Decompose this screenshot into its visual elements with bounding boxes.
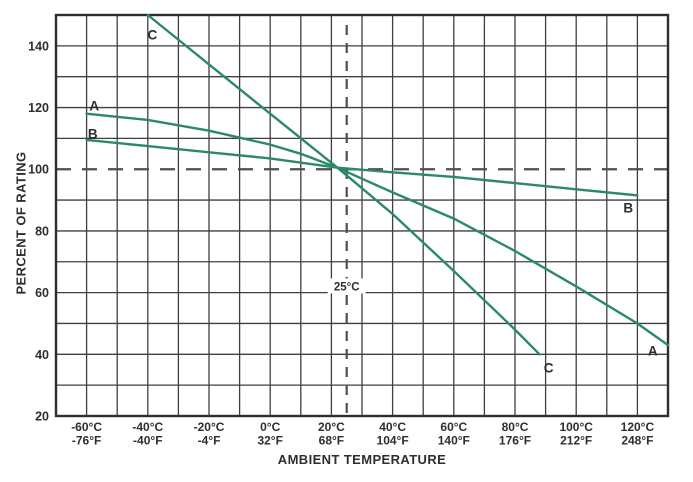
y-axis-title: PERCENT OF RATING [13, 151, 29, 295]
x-tick-label-fahrenheit: 104°F [377, 434, 409, 448]
y-tick-label: 120 [28, 101, 49, 115]
curve-C [146, 13, 541, 356]
curve-A [85, 112, 670, 347]
y-tick-label: 40 [35, 348, 49, 362]
y-tick-label: 60 [35, 286, 49, 300]
curve-label-C-start: C [148, 28, 158, 43]
x-tick-label-fahrenheit: -4°F [198, 434, 221, 448]
x-tick-label-fahrenheit: -76°F [72, 434, 101, 448]
x-tick-label-fahrenheit: 248°F [621, 434, 653, 448]
x-tick-label-celsius: -60°C [71, 420, 102, 434]
curve-label-C-end: C [544, 361, 554, 376]
y-tick-label: 20 [35, 410, 49, 424]
reference-label-25c: 25°C [334, 281, 360, 293]
curve-label-B-end: B [623, 200, 633, 215]
x-tick-label-celsius: -40°C [132, 420, 163, 434]
x-tick-label-celsius: 40°C [379, 420, 406, 434]
y-tick-label: 140 [28, 39, 49, 53]
x-tick-label-celsius: -20°C [194, 420, 225, 434]
x-tick-label-fahrenheit: -40°F [133, 434, 162, 448]
x-tick-label-celsius: 120°C [621, 420, 655, 434]
x-tick-label-fahrenheit: 212°F [560, 434, 592, 448]
curve-B [85, 138, 639, 197]
x-axis-title: AMBIENT TEMPERATURE [277, 452, 447, 467]
curve-label-A-start: A [89, 98, 99, 113]
x-tick-label-celsius: 0°C [260, 420, 280, 434]
x-tick-label-fahrenheit: 176°F [499, 434, 531, 448]
x-tick-label-celsius: 60°C [440, 420, 467, 434]
x-tick-label-celsius: 20°C [318, 420, 345, 434]
x-tick-label-celsius: 100°C [559, 420, 593, 434]
plot-border [54, 13, 670, 418]
curve-label-B-start: B [88, 126, 98, 141]
y-tick-label: 100 [28, 163, 49, 177]
reference-label-backdrop [327, 278, 366, 294]
y-tick-label: 80 [35, 224, 49, 238]
x-tick-label-fahrenheit: 68°F [319, 434, 344, 448]
x-tick-label-celsius: 80°C [502, 420, 529, 434]
curve-label-A-end: A [648, 344, 658, 359]
x-tick-label-fahrenheit: 32°F [257, 434, 282, 448]
x-tick-label-fahrenheit: 140°F [438, 434, 470, 448]
